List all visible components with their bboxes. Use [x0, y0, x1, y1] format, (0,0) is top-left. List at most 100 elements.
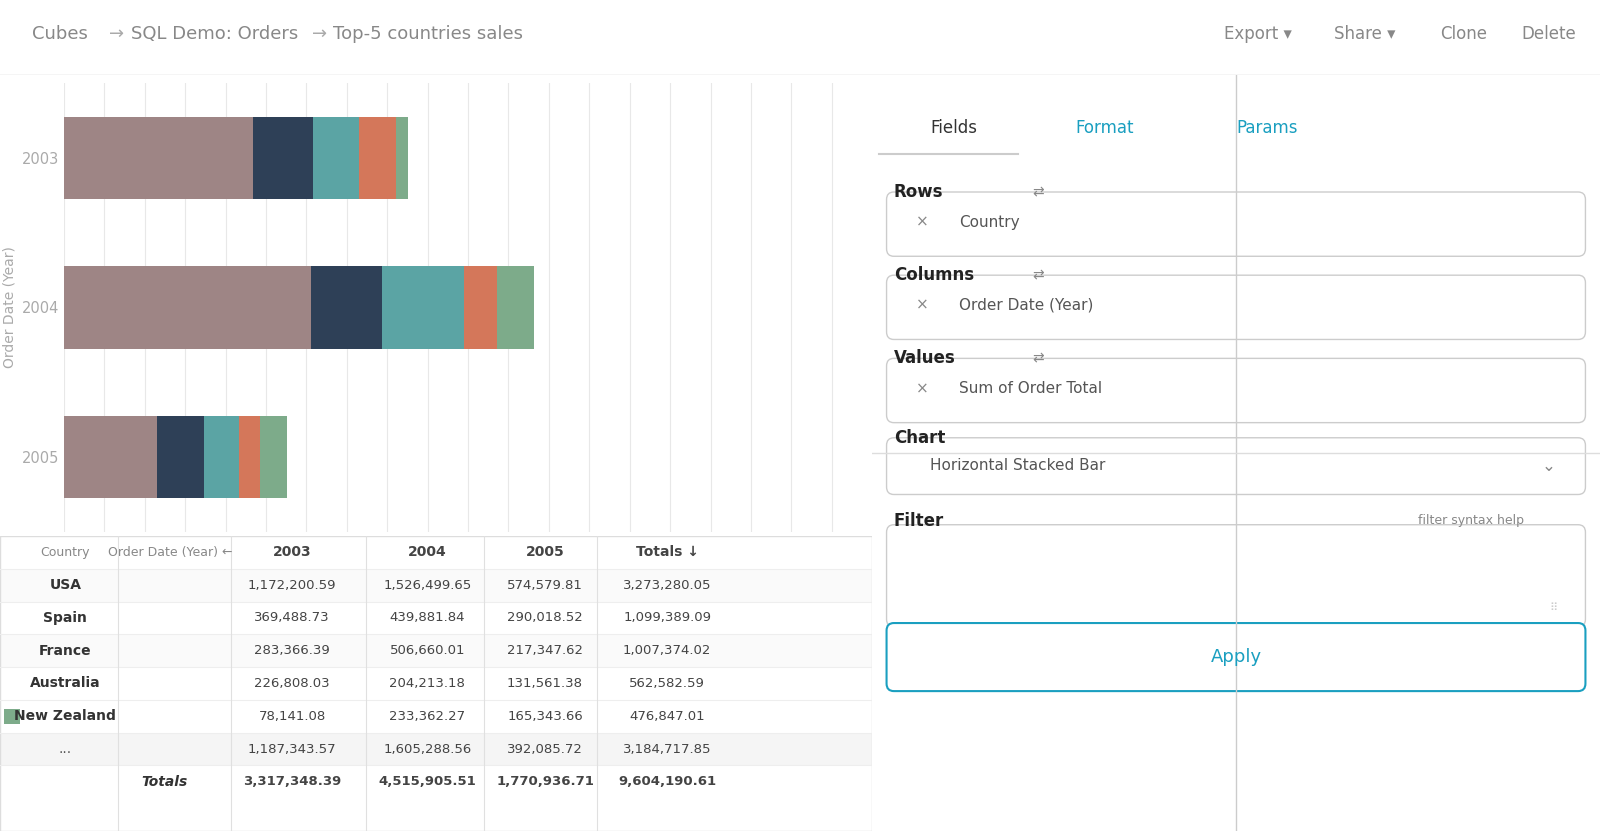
Text: SQL Demo: Orders: SQL Demo: Orders	[131, 25, 299, 42]
Text: Totals ↓: Totals ↓	[635, 545, 699, 559]
Bar	[253, 117, 314, 199]
Text: 204,213.18: 204,213.18	[389, 677, 466, 690]
Bar	[238, 416, 261, 499]
Text: 476,847.01: 476,847.01	[629, 710, 706, 723]
FancyBboxPatch shape	[0, 568, 872, 602]
Text: New Zealand: New Zealand	[14, 710, 117, 723]
Text: Rows: Rows	[894, 183, 944, 201]
Text: 131,561.38: 131,561.38	[507, 677, 582, 690]
Text: Spain: Spain	[43, 611, 88, 625]
Text: 2005: 2005	[526, 545, 565, 559]
Text: 574,579.81: 574,579.81	[507, 578, 582, 592]
Text: Export ▾: Export ▾	[1224, 25, 1291, 42]
Text: 233,362.27: 233,362.27	[389, 710, 466, 723]
Text: ×: ×	[915, 298, 928, 313]
Text: Delete: Delete	[1522, 25, 1576, 42]
Text: 3,184,717.85: 3,184,717.85	[622, 743, 712, 755]
FancyBboxPatch shape	[0, 667, 872, 700]
Bar	[203, 416, 238, 499]
Text: ⌄: ⌄	[1542, 457, 1555, 475]
Text: Order Date (Year): Order Date (Year)	[960, 298, 1094, 313]
FancyBboxPatch shape	[886, 524, 1586, 627]
FancyBboxPatch shape	[5, 709, 21, 724]
Text: USA: USA	[50, 578, 82, 593]
Text: Country: Country	[960, 214, 1019, 229]
Text: France: France	[38, 644, 91, 657]
Text: ⠿: ⠿	[1549, 603, 1557, 613]
FancyBboxPatch shape	[5, 611, 21, 625]
Bar	[64, 117, 253, 199]
Text: Apply: Apply	[1211, 648, 1261, 666]
Text: Format: Format	[1075, 119, 1134, 137]
Text: Top-5 countries sales: Top-5 countries sales	[333, 25, 523, 42]
Text: 1,770,936.71: 1,770,936.71	[496, 775, 594, 789]
Text: ...: ...	[59, 742, 72, 756]
Text: Params: Params	[1235, 119, 1298, 137]
Text: 1,605,288.56: 1,605,288.56	[382, 743, 472, 755]
FancyBboxPatch shape	[5, 578, 21, 593]
Text: Order Date (Year) ←: Order Date (Year) ←	[107, 546, 232, 559]
FancyBboxPatch shape	[0, 602, 872, 634]
Text: →: →	[312, 25, 326, 42]
FancyBboxPatch shape	[886, 358, 1586, 423]
Text: Values: Values	[894, 349, 955, 367]
Text: 2003: 2003	[274, 545, 312, 559]
Text: Chart: Chart	[894, 429, 946, 447]
Text: Sum of Order Total: Sum of Order Total	[960, 381, 1102, 396]
Text: 3,317,348.39: 3,317,348.39	[243, 775, 341, 789]
Bar	[382, 267, 464, 349]
X-axis label: Sum of Order Total: Sum of Order Total	[395, 555, 525, 569]
Bar	[64, 267, 310, 349]
Text: Australia: Australia	[30, 676, 101, 691]
Bar	[314, 117, 358, 199]
Text: Fields: Fields	[930, 119, 978, 137]
Text: 392,085.72: 392,085.72	[507, 743, 582, 755]
Text: ⇄: ⇄	[1032, 185, 1043, 199]
Bar	[496, 267, 534, 349]
FancyBboxPatch shape	[886, 623, 1586, 691]
FancyBboxPatch shape	[886, 275, 1586, 340]
FancyBboxPatch shape	[0, 733, 872, 765]
Text: filter syntax help: filter syntax help	[1418, 514, 1523, 528]
Text: 1,007,374.02: 1,007,374.02	[622, 644, 712, 657]
Text: 506,660.01: 506,660.01	[389, 644, 466, 657]
FancyBboxPatch shape	[0, 634, 872, 667]
Bar	[464, 267, 496, 349]
Text: 1,172,200.59: 1,172,200.59	[248, 578, 336, 592]
FancyBboxPatch shape	[886, 192, 1586, 256]
Y-axis label: Order Date (Year): Order Date (Year)	[2, 247, 16, 368]
Text: 217,347.62: 217,347.62	[507, 644, 582, 657]
Text: 290,018.52: 290,018.52	[507, 612, 582, 624]
Text: ⇄: ⇄	[1032, 268, 1043, 283]
Bar	[64, 416, 157, 499]
Text: 1,099,389.09: 1,099,389.09	[622, 612, 710, 624]
Bar	[358, 117, 395, 199]
Text: Cubes: Cubes	[32, 25, 88, 42]
Text: Clone: Clone	[1440, 25, 1486, 42]
Text: 165,343.66: 165,343.66	[507, 710, 582, 723]
Text: 9,604,190.61: 9,604,190.61	[618, 775, 717, 789]
Text: Filter: Filter	[894, 512, 944, 530]
Text: ×: ×	[915, 381, 928, 396]
Text: 283,366.39: 283,366.39	[254, 644, 330, 657]
FancyBboxPatch shape	[0, 536, 872, 568]
Text: 369,488.73: 369,488.73	[254, 612, 330, 624]
Text: Country: Country	[40, 546, 90, 559]
FancyBboxPatch shape	[5, 676, 21, 691]
Bar	[310, 267, 382, 349]
Text: Columns: Columns	[894, 266, 974, 284]
Text: 1,187,343.57: 1,187,343.57	[248, 743, 336, 755]
Text: 226,808.03: 226,808.03	[254, 677, 330, 690]
FancyBboxPatch shape	[886, 438, 1586, 494]
Text: 439,881.84: 439,881.84	[389, 612, 466, 624]
Text: 78,141.08: 78,141.08	[259, 710, 326, 723]
Bar	[261, 416, 286, 499]
Text: 562,582.59: 562,582.59	[629, 677, 706, 690]
FancyBboxPatch shape	[5, 643, 21, 658]
Text: ×: ×	[915, 214, 928, 229]
FancyBboxPatch shape	[0, 536, 872, 568]
Text: Share ▾: Share ▾	[1334, 25, 1395, 42]
Text: →: →	[109, 25, 123, 42]
Text: 4,515,905.51: 4,515,905.51	[379, 775, 477, 789]
Text: 2004: 2004	[408, 545, 446, 559]
